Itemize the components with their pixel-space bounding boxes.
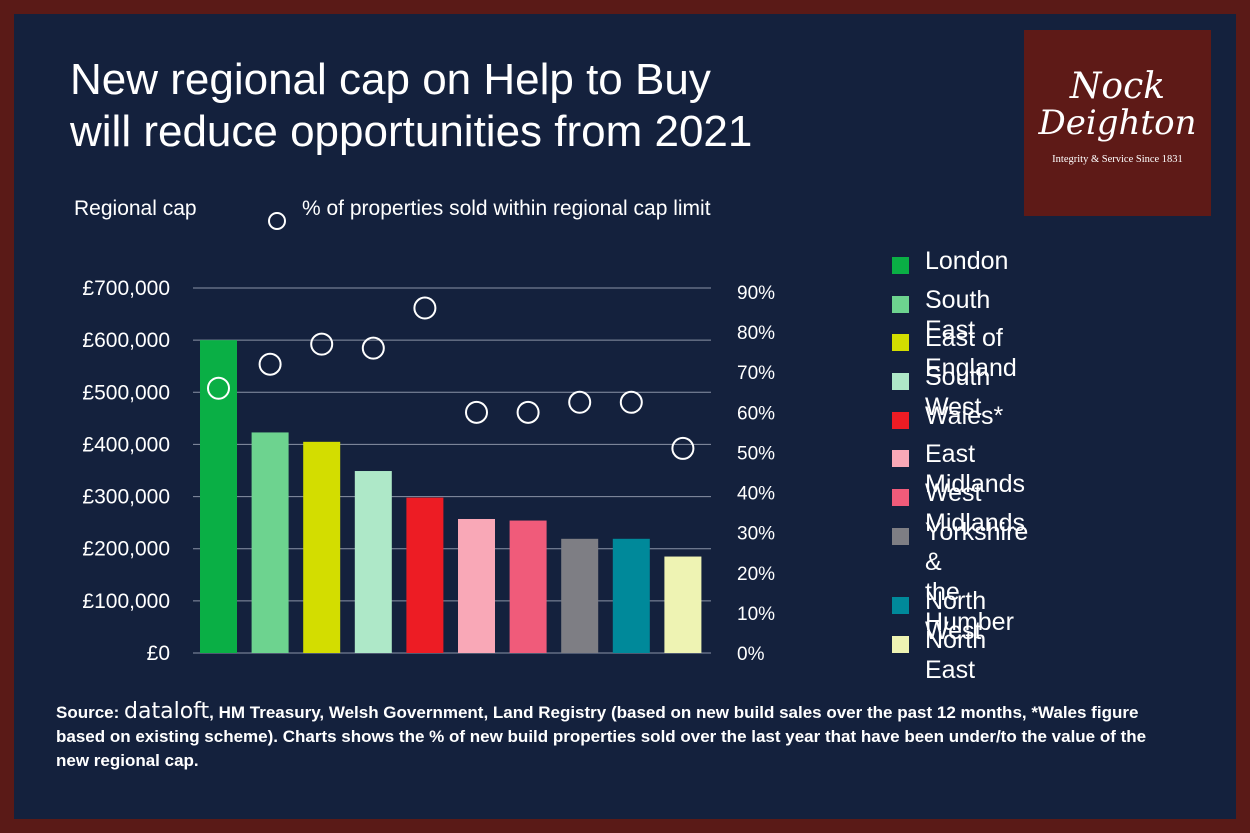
right-axis-tick-label: 90%	[737, 283, 775, 304]
legend-label: West Midlands	[925, 479, 1026, 538]
right-axis-tick-label: 70%	[737, 363, 775, 384]
right-axis-tick-label: 20%	[737, 564, 775, 585]
bar	[200, 340, 237, 653]
legend-swatch	[892, 635, 909, 653]
circle-marker-icon	[268, 212, 286, 230]
right-axis-tick-label: 30%	[737, 524, 775, 545]
left-axis-tick-label: £400,000	[82, 433, 170, 456]
source-note: Source: dataloft, HM Treasury, Welsh Gov…	[56, 700, 1166, 773]
legend-swatch	[892, 411, 909, 429]
bar	[561, 538, 599, 653]
title-line-1: New regional cap on Help to Buy	[70, 55, 711, 104]
logo-tagline: Integrity & Service Since 1831	[1052, 154, 1183, 165]
legend-swatch	[892, 596, 909, 614]
legend-label: North East	[925, 625, 987, 684]
bar	[612, 538, 650, 653]
left-axis-tick-label: £500,000	[82, 381, 170, 404]
bar-series	[200, 340, 702, 653]
left-axis-tick-label: £0	[147, 642, 170, 665]
source-prefix: Source:	[56, 703, 125, 722]
data-point	[671, 436, 695, 460]
bars-legend-label: Regional cap	[74, 197, 197, 220]
source-text: , HM Treasury, Welsh Government, Land Re…	[56, 703, 1147, 770]
left-axis-tick-label: £200,000	[82, 538, 170, 561]
legend-label: South West	[925, 363, 991, 422]
bar	[354, 471, 392, 653]
data-point	[465, 400, 488, 424]
title-line-2: will reduce opportunities from 2021	[70, 107, 753, 156]
right-axis-tick-label: 40%	[737, 484, 775, 505]
bar	[664, 556, 702, 653]
points-legend-label: % of properties sold within regional cap…	[302, 197, 711, 220]
data-point	[361, 336, 385, 360]
right-axis-tick-label: 0%	[737, 644, 765, 665]
data-point	[258, 352, 282, 376]
legend-label: North West	[925, 586, 987, 645]
legend-label: Yorkshire & the Humber	[925, 517, 1029, 636]
bar	[458, 518, 495, 653]
data-point	[413, 296, 437, 320]
brand-logo: Nock Deighton Integrity & Service Since …	[1024, 30, 1211, 216]
bar	[303, 441, 341, 653]
bar	[406, 497, 444, 653]
left-axis-tick-label: £300,000	[82, 486, 170, 509]
legend-label: Wales*	[925, 401, 1004, 430]
left-axis-tick-label: £100,000	[82, 590, 170, 613]
legend-swatch	[892, 450, 909, 468]
right-axis-tick-label: 60%	[737, 403, 775, 424]
data-point	[207, 376, 230, 400]
bar	[251, 432, 289, 653]
legend-swatch	[892, 257, 909, 274]
left-axis-tick-label: £700,000	[82, 277, 170, 300]
legend-swatch	[892, 527, 909, 545]
left-axis-tick-label: £600,000	[82, 329, 170, 352]
data-point	[619, 390, 643, 414]
legend-label: East Midlands	[925, 440, 1026, 499]
legend-swatch	[892, 334, 909, 352]
point-series	[207, 296, 695, 460]
legend-label: South East	[925, 285, 991, 344]
data-point	[516, 400, 540, 424]
legend-swatch	[892, 295, 909, 313]
legend-label: East of England	[925, 324, 1017, 383]
logo-line-1: Nock	[1069, 66, 1166, 107]
right-axis-tick-label: 50%	[737, 443, 775, 464]
page-title: New regional cap on Help to Buy will red…	[70, 54, 910, 158]
data-point	[310, 332, 334, 356]
left-axis-ticks: £0 £100,000 £200,000 £300,000 £400,000 £500,0…	[82, 277, 170, 665]
legend-label: London	[925, 247, 1009, 275]
right-axis-tick-label: 80%	[737, 323, 775, 344]
bar	[509, 520, 547, 653]
legend-swatch	[892, 373, 909, 391]
logo-line-2: Deighton	[1038, 103, 1197, 143]
right-axis-tick-label: 10%	[737, 604, 775, 625]
legend-swatch	[892, 489, 909, 507]
data-point	[568, 390, 592, 414]
dataloft-brand: dataloft	[124, 699, 210, 724]
right-axis-ticks: 0% 10% 20% 30% 40% 50% 60% 70% 80% 90%	[737, 283, 775, 665]
